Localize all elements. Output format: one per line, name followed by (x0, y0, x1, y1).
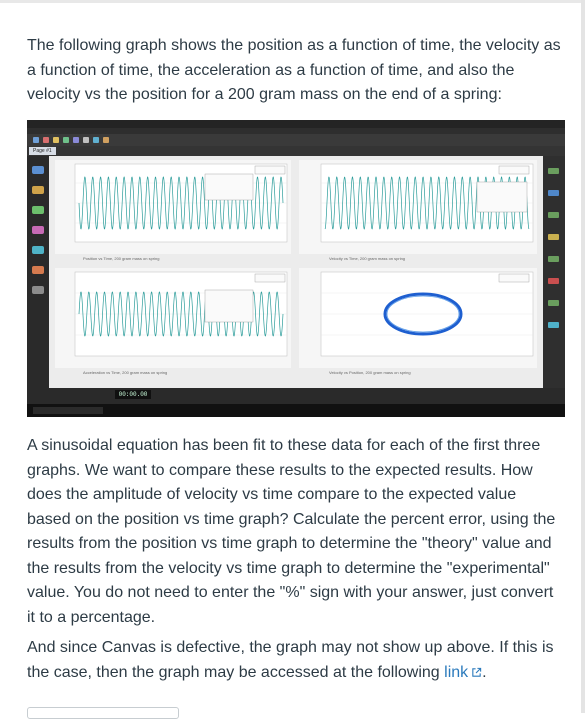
top-border (0, 0, 585, 3)
velocity-position-caption: Velocity vs Position, 200 gram mass on s… (329, 370, 411, 375)
curve-fit-box (204, 289, 254, 323)
run-selector (498, 165, 530, 175)
toolbar-icon (63, 137, 69, 143)
velocity-position-graph (299, 268, 537, 368)
graph-screenshot: Page #1 (27, 120, 565, 417)
note-paragraph: And since Canvas is defective, the graph… (27, 636, 562, 685)
toolbar-icon (33, 137, 39, 143)
run-selector (498, 273, 530, 283)
graph-link-text[interactable]: link (444, 663, 469, 681)
intro-paragraph: The following graph shows the position a… (27, 37, 561, 103)
acceleration-trace (78, 291, 284, 337)
note-text: And since Canvas is defective, the graph… (27, 639, 554, 681)
toolbar-icon (93, 137, 99, 143)
display-icon (548, 234, 559, 240)
display-sidebar (543, 156, 565, 410)
graph-workspace: Position vs Time, 200 gram mass on sprin… (49, 156, 543, 388)
curve-fit-box (476, 181, 528, 213)
display-icon (548, 212, 559, 218)
toolbar-icon (73, 137, 79, 143)
sidebar-tool-icon (32, 166, 44, 174)
intro-section: The following graph shows the position a… (27, 34, 562, 108)
taskbar-search (33, 407, 103, 414)
sidebar-tool-icon (32, 206, 44, 214)
run-selector (254, 165, 286, 175)
toolbar-icon (43, 137, 49, 143)
velocity-time-caption: Velocity vs Time, 200 gram mass on sprin… (329, 256, 406, 261)
toolbar-icon (103, 137, 109, 143)
display-icon (548, 300, 559, 306)
display-icon (548, 168, 559, 174)
acceleration-time-graph (55, 268, 291, 368)
tools-sidebar (27, 156, 49, 410)
display-icon (548, 278, 559, 284)
display-icon (548, 190, 559, 196)
note-section: And since Canvas is defective, the graph… (27, 636, 562, 685)
os-taskbar (27, 404, 565, 417)
position-time-graph (55, 160, 291, 254)
note-text-end: . (482, 663, 487, 681)
page-tab: Page #1 (29, 147, 56, 155)
toolbar-icon (83, 137, 89, 143)
phase-ellipse-inner (386, 295, 460, 333)
sidebar-tool-icon (32, 246, 44, 254)
sidebar-tool-icon (32, 266, 44, 274)
display-icon (548, 322, 559, 328)
window-menubar (27, 128, 565, 134)
phase-ellipse (383, 292, 463, 336)
velocity-time-graph (299, 160, 537, 254)
external-link-icon (472, 667, 482, 677)
toolbar-icon (53, 137, 59, 143)
page-tabbar: Page #1 (27, 146, 565, 156)
controls-bar: 00:00.00 (27, 388, 565, 404)
run-selector (254, 273, 286, 283)
graph-link[interactable]: link (444, 664, 482, 681)
scrollbar-track[interactable] (581, 0, 585, 713)
window-toolbar (27, 134, 565, 146)
sidebar-tool-icon (32, 186, 44, 194)
question-section: A sinusoidal equation has been fit to th… (27, 434, 562, 630)
answer-input[interactable] (27, 707, 179, 719)
question-paragraph: A sinusoidal equation has been fit to th… (27, 437, 556, 626)
position-time-caption: Position vs Time, 200 gram mass on sprin… (83, 256, 160, 261)
curve-fit-box (204, 173, 254, 201)
sidebar-tool-icon (32, 226, 44, 234)
sidebar-tool-icon (32, 286, 44, 294)
timer-display: 00:00.00 (115, 390, 151, 399)
display-icon (548, 256, 559, 262)
acceleration-time-caption: Acceleration vs Time, 200 gram mass on s… (83, 370, 168, 375)
window-titlebar (27, 120, 565, 128)
